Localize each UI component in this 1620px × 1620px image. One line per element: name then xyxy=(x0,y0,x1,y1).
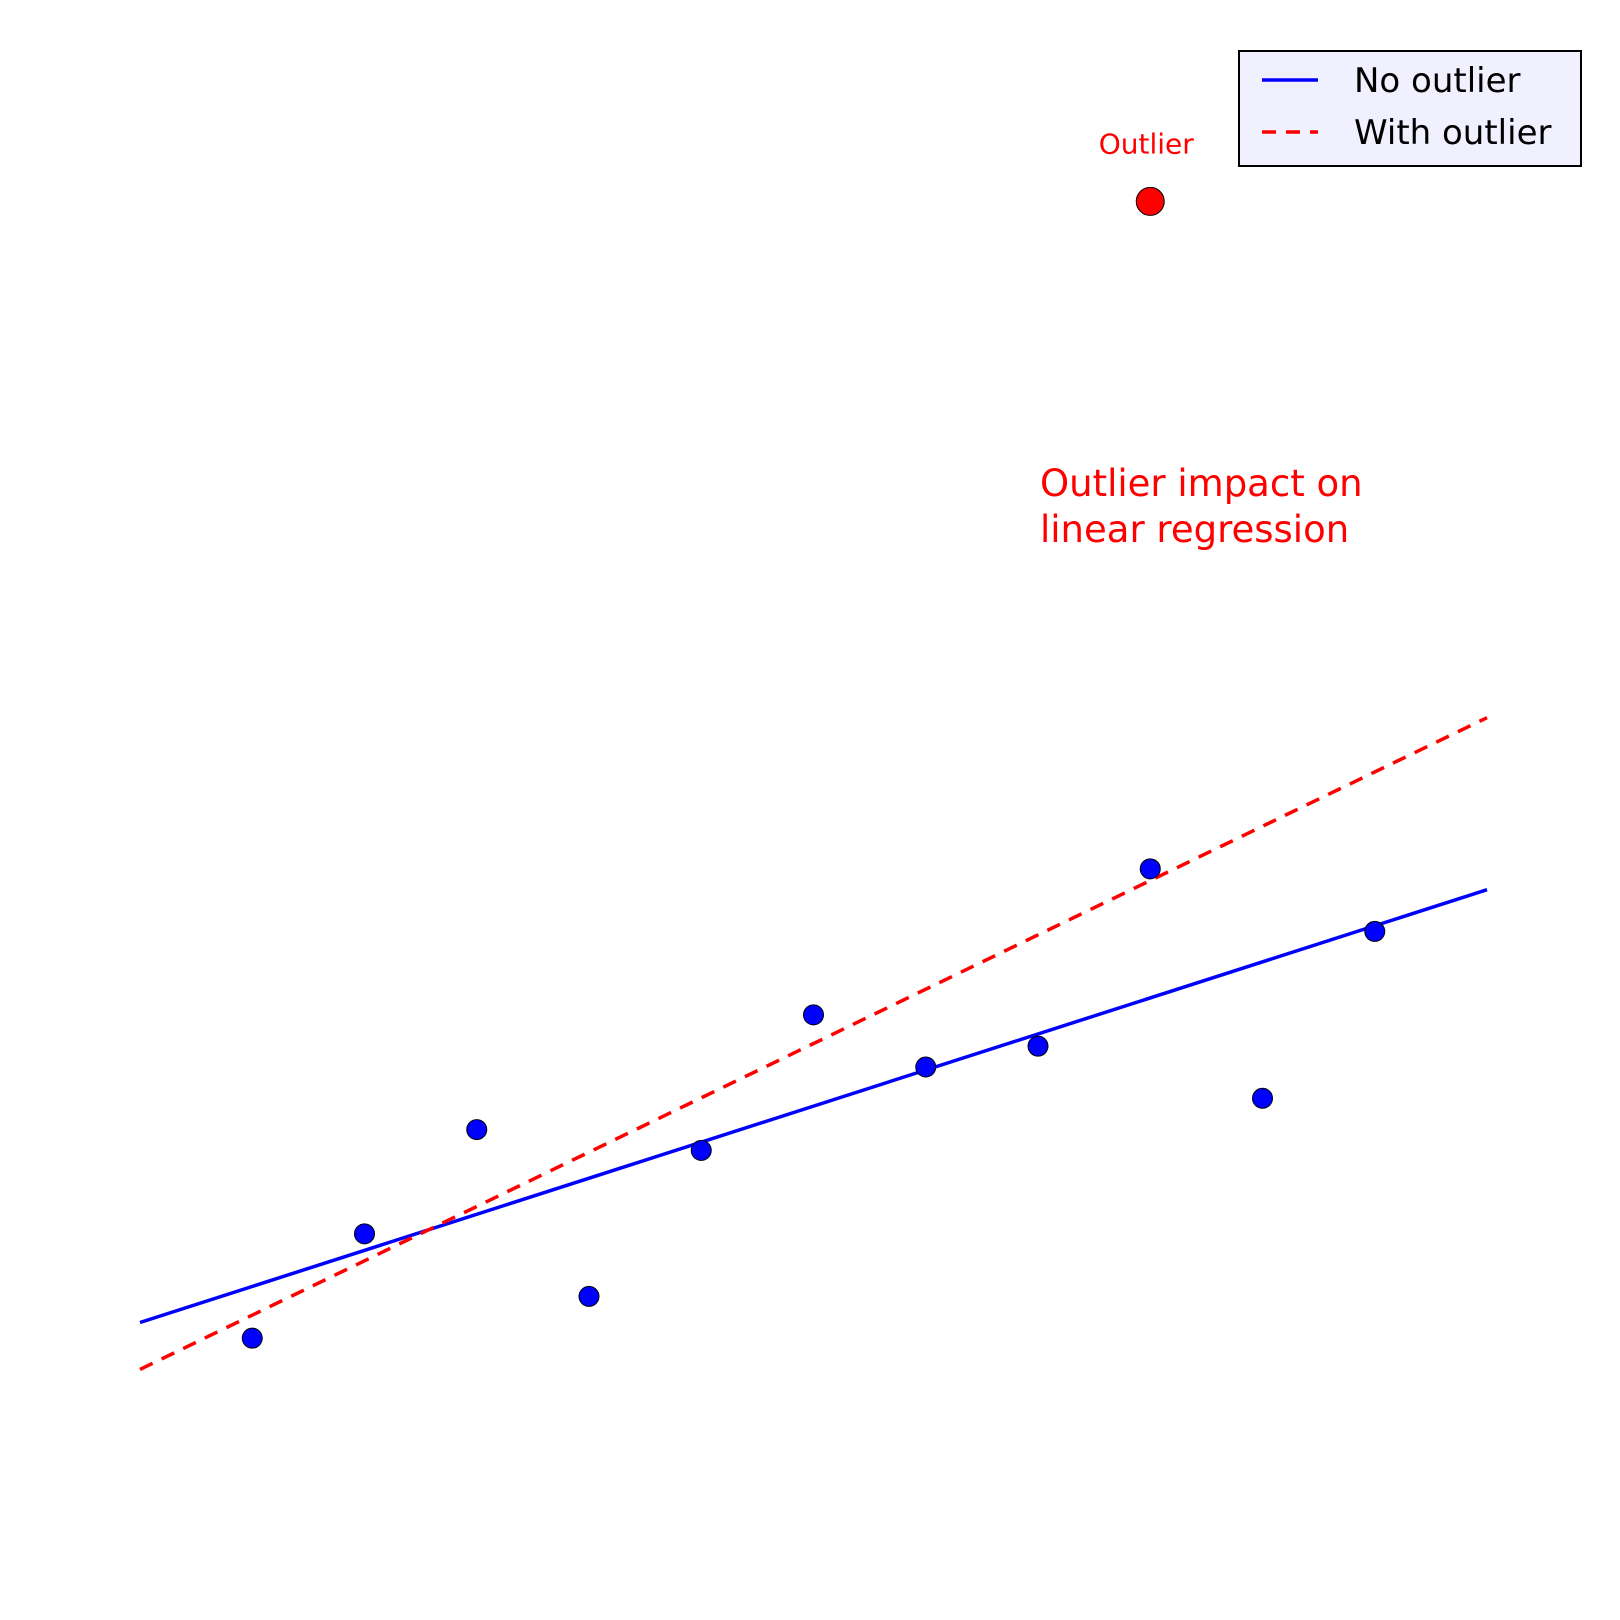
with-outlier-regression-line xyxy=(139,716,1488,1372)
data-point xyxy=(466,1119,488,1141)
data-point xyxy=(1027,1035,1049,1057)
data-point xyxy=(1252,1087,1273,1109)
impact-annotation: Outlier impact on linear regression xyxy=(1040,462,1363,551)
points-layer xyxy=(241,186,1386,1349)
legend: No outlier With outlier xyxy=(1238,50,1582,167)
legend-label-with-outlier: With outlier xyxy=(1354,113,1551,153)
data-point xyxy=(1364,920,1386,942)
legend-box xyxy=(1238,50,1582,167)
outlier-label: Outlier xyxy=(1099,127,1195,160)
lines-layer xyxy=(139,716,1488,1372)
data-point xyxy=(354,1223,375,1245)
data-point xyxy=(803,1004,824,1026)
data-point xyxy=(578,1285,600,1307)
data-point xyxy=(915,1056,937,1078)
annotations-layer: Outlier Outlier impact on linear regressio… xyxy=(1040,127,1363,551)
data-point xyxy=(690,1139,712,1161)
outlier-point xyxy=(1135,186,1165,216)
legend-label-no-outlier: No outlier xyxy=(1354,61,1521,101)
data-point xyxy=(1139,858,1161,880)
data-point xyxy=(241,1327,263,1349)
no-outlier-regression-line xyxy=(139,888,1488,1325)
